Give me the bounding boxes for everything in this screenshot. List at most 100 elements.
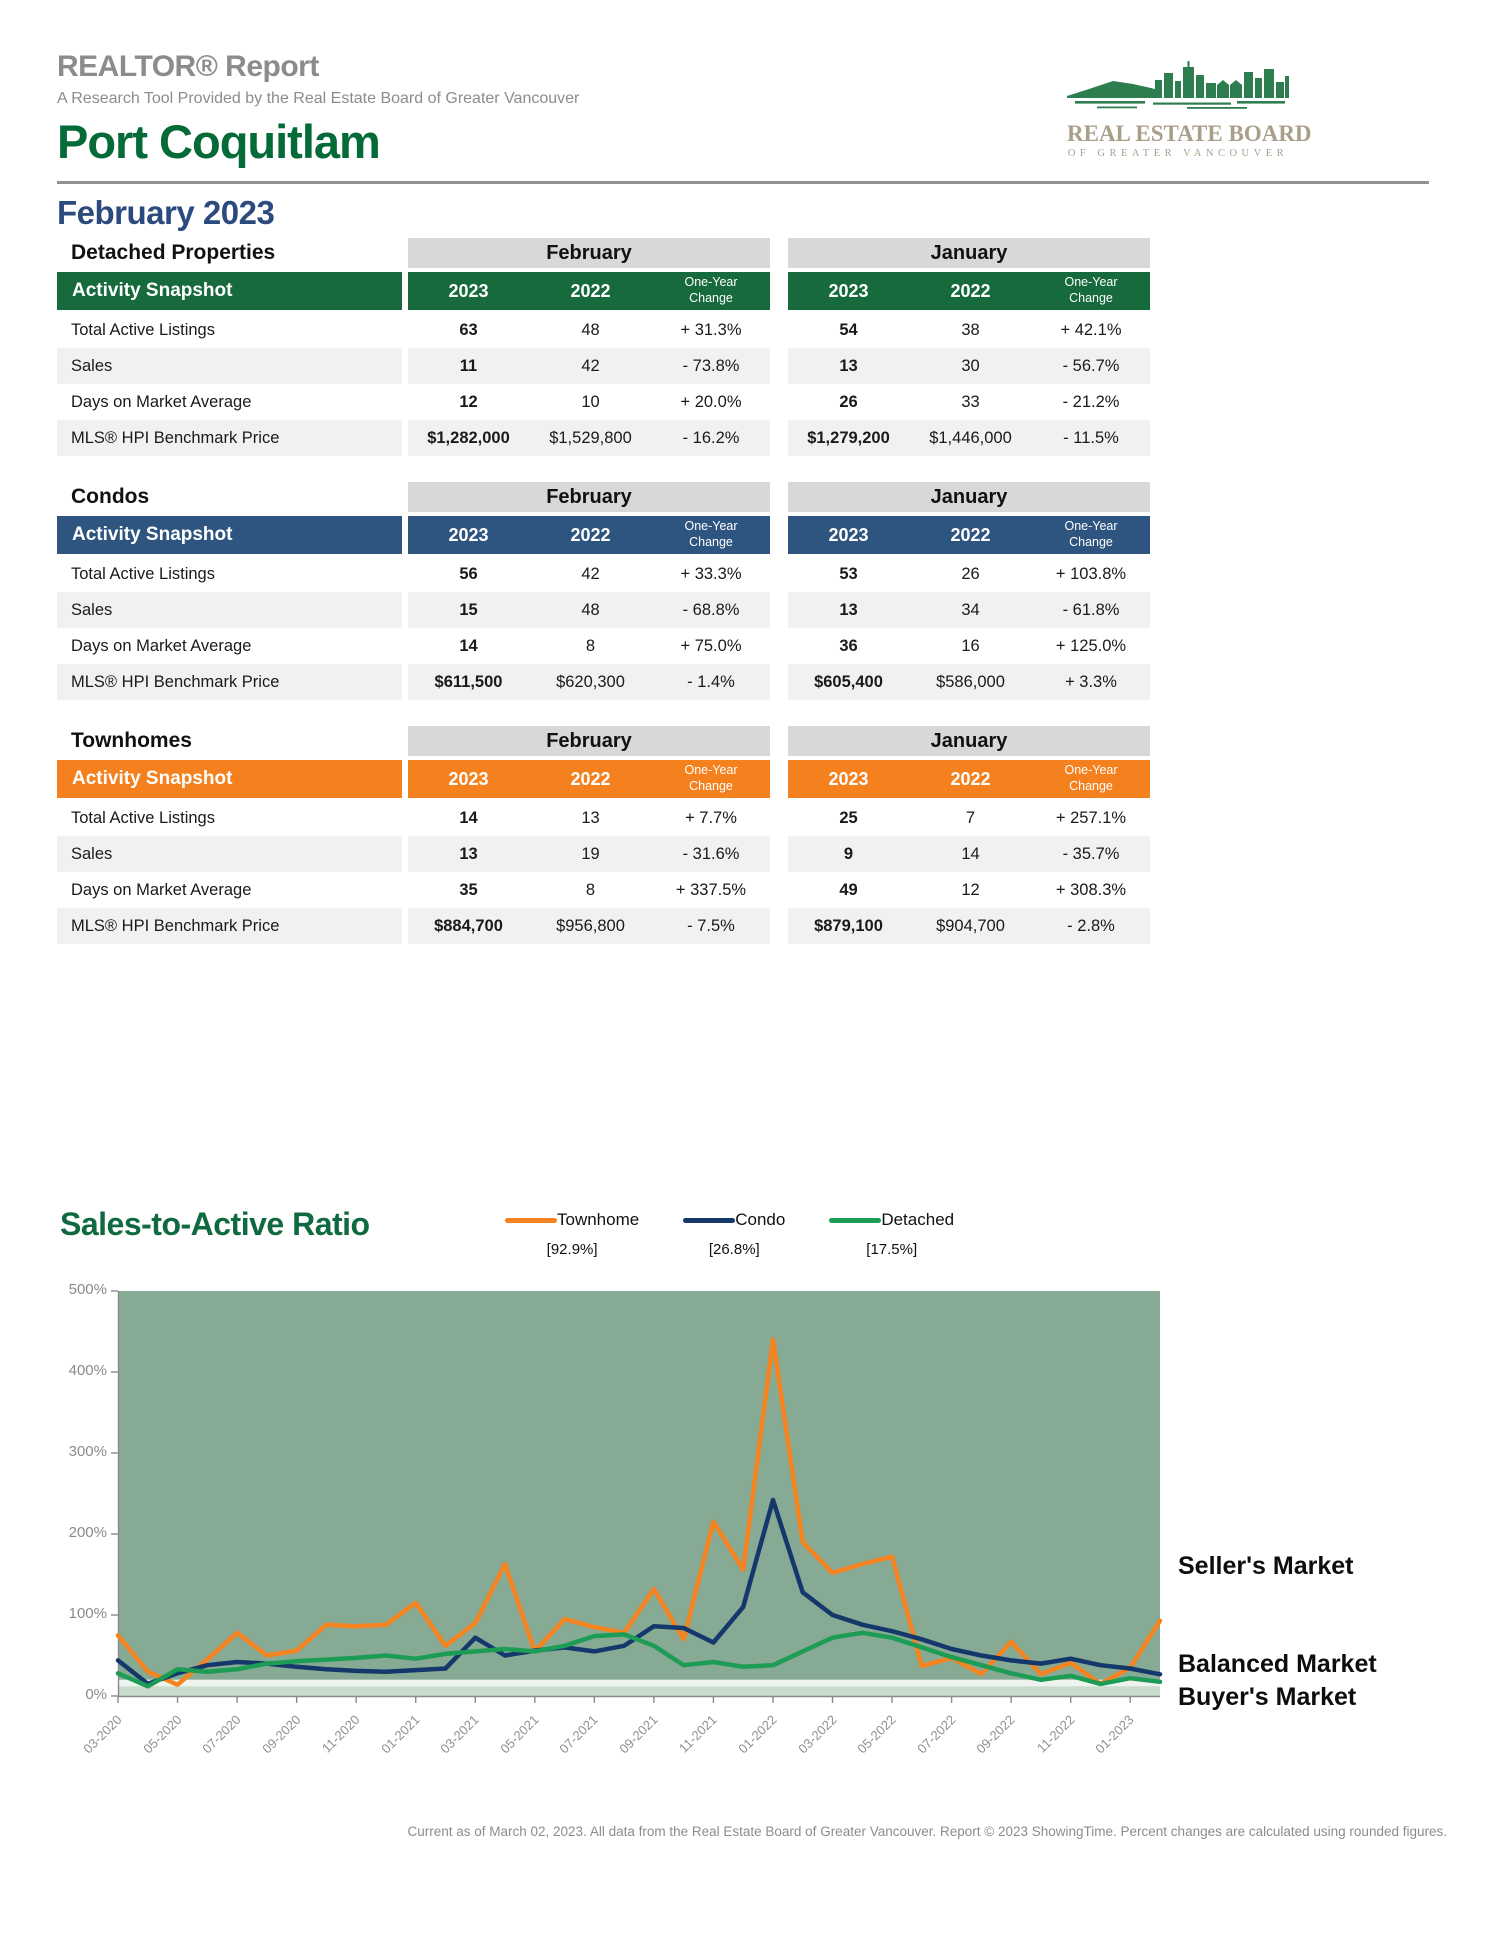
row-label: MLS® HPI Benchmark Price <box>57 420 402 456</box>
value-cell: 14 <box>459 808 478 827</box>
value-cell: 53 <box>839 564 858 583</box>
value-cell: 54 <box>839 320 858 339</box>
value-cell: 42 <box>581 564 600 583</box>
value-cell: 42 <box>529 348 652 384</box>
table-row: MLS® HPI Benchmark Price $611,500 $620,3… <box>57 664 1150 700</box>
activity-snapshot-header: Activity Snapshot <box>57 272 402 310</box>
table-row: Total Active Listings 63 48 + 31.3% 54 3… <box>57 312 1150 348</box>
x-tick-label: 09-2022 <box>973 1712 1018 1757</box>
y-tick-label: 300% <box>68 1443 107 1460</box>
table-row: Days on Market Average 35 8 + 337.5% 49 … <box>57 872 1150 908</box>
table-row: Days on Market Average 14 8 + 75.0% 36 1… <box>57 628 1150 664</box>
value-cell: 8 <box>585 636 596 655</box>
value-cell: 48 <box>581 320 600 339</box>
jan-2023-header: 2023 <box>788 272 909 310</box>
page-title-city: Port Coquitlam <box>57 115 381 168</box>
column-group-february: February <box>408 726 770 756</box>
value-cell: 9 <box>788 836 909 872</box>
y-tick-label: 100% <box>68 1605 107 1622</box>
value-cell: $1,529,800 <box>529 420 652 456</box>
change-cell: + 337.5% <box>675 880 747 899</box>
chart-legend: Townhome [92.9%] Condo [26.8%] Detached … <box>505 1210 954 1258</box>
value-cell: 14 <box>909 836 1032 872</box>
report-title: REALTOR® Report <box>57 50 319 83</box>
value-cell: 15 <box>408 592 529 628</box>
legend-label: Condo <box>735 1210 786 1229</box>
value-cell: 36 <box>839 636 858 655</box>
change-cell: - 7.5% <box>652 908 770 944</box>
value-cell: 12 <box>961 880 980 899</box>
table-row: Total Active Listings 56 42 + 33.3% 53 2… <box>57 556 1150 592</box>
legend-label: Townhome <box>557 1210 640 1229</box>
detached-line-swatch <box>829 1217 882 1223</box>
x-tick-label: 09-2021 <box>616 1712 661 1757</box>
feb-2023-header: 2023 <box>408 760 529 798</box>
table-title: Detached Properties <box>71 241 276 264</box>
jan-change-header: One-Year Change <box>1032 760 1150 798</box>
value-cell: 49 <box>839 880 858 899</box>
value-cell: 13 <box>408 836 529 872</box>
row-label: Total Active Listings <box>71 564 215 583</box>
x-tick-label: 05-2022 <box>854 1712 899 1757</box>
change-cell: + 308.3% <box>1055 880 1127 899</box>
feb-2022-header: 2022 <box>529 272 652 310</box>
value-cell: 13 <box>788 348 909 384</box>
value-cell: $611,500 <box>408 664 529 700</box>
change-cell: + 31.3% <box>680 320 742 339</box>
detached-table: Detached Properties February January Act… <box>57 238 1150 456</box>
logo-wordmark: REAL ESTATE BOARD <box>1067 121 1312 146</box>
change-cell: + 42.1% <box>1060 320 1122 339</box>
change-cell: - 73.8% <box>652 348 770 384</box>
jan-2023-header: 2023 <box>788 760 909 798</box>
value-cell: 12 <box>459 392 478 411</box>
value-cell: 14 <box>459 636 478 655</box>
value-cell: 10 <box>581 392 600 411</box>
value-cell: $904,700 <box>909 908 1032 944</box>
value-cell: $1,279,200 <box>788 420 909 456</box>
table-title: Townhomes <box>71 729 192 752</box>
sales-to-active-ratio-section: Sales-to-Active Ratio Townhome [92.9%] C… <box>57 1206 1447 1906</box>
value-cell: $605,400 <box>788 664 909 700</box>
sellers-market-label: Seller's Market <box>1178 1552 1354 1580</box>
column-group-february: February <box>408 482 770 512</box>
column-group-january: January <box>788 238 1150 268</box>
legend-item-condo: Condo [26.8%] <box>683 1210 785 1258</box>
change-cell: + 7.7% <box>685 808 737 827</box>
change-cell: + 103.8% <box>1055 564 1127 583</box>
row-label: Sales <box>57 592 402 628</box>
feb-2022-header: 2022 <box>529 760 652 798</box>
balanced-market-label: Balanced Market <box>1178 1650 1377 1678</box>
value-cell: 13 <box>581 808 600 827</box>
jan-2022-header: 2022 <box>909 516 1032 554</box>
report-header: REALTOR® Report A Research Tool Provided… <box>57 0 1429 165</box>
row-label: MLS® HPI Benchmark Price <box>57 908 402 944</box>
row-label: Total Active Listings <box>71 320 215 339</box>
condo-line-swatch <box>683 1217 736 1223</box>
value-cell: 26 <box>839 392 858 411</box>
change-cell: - 21.2% <box>1062 392 1120 411</box>
row-label: Days on Market Average <box>71 880 252 899</box>
header-divider <box>57 181 1429 184</box>
vancouver-skyline-icon <box>1067 61 1289 109</box>
x-tick-label: 03-2022 <box>794 1712 840 1757</box>
value-cell: 26 <box>961 564 980 583</box>
report-month-title: February 2023 <box>57 194 275 231</box>
legend-label: Detached <box>881 1210 955 1229</box>
x-tick-label: 09-2020 <box>258 1712 304 1757</box>
y-tick-label: 0% <box>85 1686 107 1703</box>
change-cell: + 125.0% <box>1055 636 1127 655</box>
value-cell: 16 <box>961 636 980 655</box>
x-tick-label: 11-2021 <box>676 1712 721 1756</box>
x-tick-label: 07-2020 <box>199 1712 244 1757</box>
value-cell: $1,446,000 <box>909 420 1032 456</box>
value-cell: $879,100 <box>788 908 909 944</box>
x-tick-label: 05-2021 <box>497 1712 542 1757</box>
rebgv-logo: REAL ESTATE BOARD OF GREATER VANCOUVER <box>1067 58 1312 159</box>
column-group-february: February <box>408 238 770 268</box>
change-cell: + 3.3% <box>1032 664 1150 700</box>
value-cell: 33 <box>961 392 980 411</box>
change-cell: - 35.7% <box>1032 836 1150 872</box>
table-row: MLS® HPI Benchmark Price $1,282,000 $1,5… <box>57 420 1150 456</box>
legend-current-value: [92.9%] <box>546 1241 598 1258</box>
townhome-line-swatch <box>505 1217 557 1223</box>
